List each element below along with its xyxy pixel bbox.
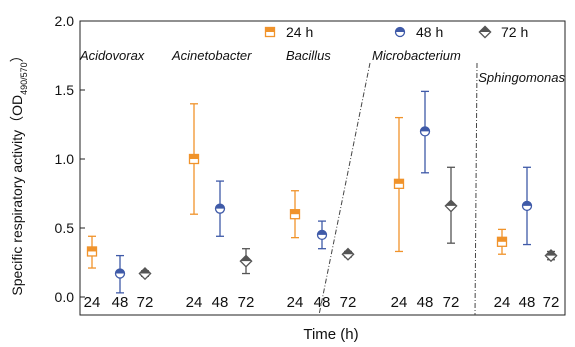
time-tick-label: 48 bbox=[112, 294, 129, 311]
group-label: Bacillus bbox=[286, 48, 331, 63]
legend-label: 24 h bbox=[286, 24, 313, 40]
time-tick-label: 48 bbox=[417, 294, 434, 311]
data-point bbox=[341, 247, 355, 261]
data-point-fill bbox=[87, 246, 97, 252]
legend-marker-fill bbox=[265, 27, 275, 32]
data-point-fill bbox=[189, 154, 199, 159]
data-point-fill bbox=[317, 230, 327, 235]
time-tick-label: 24 bbox=[186, 294, 203, 311]
data-point-fill bbox=[342, 248, 354, 255]
legend-marker-fill bbox=[479, 26, 491, 32]
data-point bbox=[114, 268, 126, 279]
y-tick-label: 1.5 bbox=[55, 82, 75, 98]
time-tick-label: 48 bbox=[212, 294, 229, 311]
data-point-fill bbox=[215, 204, 225, 209]
group-label: Sphingomonas bbox=[478, 70, 565, 85]
group-separator bbox=[474, 62, 478, 316]
time-tick-label: 24 bbox=[84, 294, 101, 311]
y-tick-label: 0.0 bbox=[55, 289, 75, 305]
data-point-fill bbox=[139, 267, 151, 274]
data-point-fill bbox=[497, 237, 507, 242]
time-tick-label: 72 bbox=[137, 294, 154, 311]
y-axis-title-subscript: 490/570 bbox=[19, 62, 29, 95]
data-point bbox=[138, 266, 152, 281]
data-point bbox=[316, 229, 328, 241]
time-tick-label: 72 bbox=[443, 294, 460, 311]
time-tick-label: 24 bbox=[391, 294, 408, 311]
data-point-fill bbox=[240, 255, 252, 262]
y-axis-title: Specific respiratory activity（OD490/570） bbox=[9, 48, 29, 295]
data-point bbox=[544, 249, 558, 263]
group-separator bbox=[318, 62, 371, 316]
data-point bbox=[239, 254, 253, 268]
data-point-fill bbox=[115, 269, 125, 274]
legend-label: 48 h bbox=[416, 24, 443, 40]
data-point-fill bbox=[420, 126, 430, 132]
data-point-fill bbox=[445, 200, 457, 206]
data-point-fill bbox=[290, 209, 300, 215]
data-point bbox=[419, 126, 431, 137]
data-point bbox=[393, 178, 405, 189]
time-tick-label: 48 bbox=[314, 294, 331, 311]
time-tick-label: 72 bbox=[340, 294, 357, 311]
data-point bbox=[444, 199, 458, 213]
data-point bbox=[289, 209, 301, 220]
data-point-fill bbox=[522, 201, 532, 206]
legend-marker bbox=[478, 25, 492, 39]
data-point bbox=[214, 203, 226, 214]
y-tick-label: 0.5 bbox=[55, 220, 75, 236]
y-axis-title-close: ） bbox=[9, 48, 25, 62]
legend-marker bbox=[264, 26, 276, 38]
x-axis-title: Time (h) bbox=[303, 326, 358, 343]
data-point bbox=[496, 236, 508, 247]
group-label: Microbacterium bbox=[372, 48, 461, 63]
data-point-fill bbox=[394, 179, 404, 184]
data-point-fill bbox=[545, 249, 557, 256]
y-tick-label: 1.0 bbox=[55, 151, 75, 167]
legend-marker-fill bbox=[395, 27, 405, 32]
legend-label: 72 h bbox=[501, 24, 528, 40]
y-axis-title-main: Specific respiratory activity（OD bbox=[9, 95, 25, 296]
time-tick-label: 48 bbox=[519, 294, 536, 311]
time-tick-label: 72 bbox=[543, 294, 560, 311]
plot-frame bbox=[79, 20, 566, 316]
time-tick-label: 24 bbox=[287, 294, 304, 311]
group-label: Acinetobacter bbox=[171, 48, 252, 63]
data-point bbox=[86, 246, 98, 257]
time-tick-label: 72 bbox=[238, 294, 255, 311]
y-tick-label: 2.0 bbox=[55, 13, 75, 29]
data-point bbox=[188, 153, 200, 165]
time-tick-label: 24 bbox=[494, 294, 511, 311]
data-point bbox=[521, 200, 533, 212]
group-label: Acidovorax bbox=[79, 48, 145, 63]
legend-marker bbox=[394, 26, 406, 38]
